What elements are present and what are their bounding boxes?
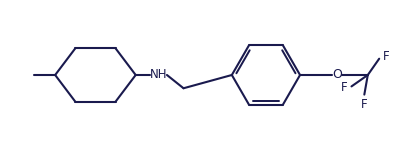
Text: F: F xyxy=(361,98,368,111)
Text: NH: NH xyxy=(149,69,167,81)
Text: O: O xyxy=(332,69,342,81)
Text: F: F xyxy=(341,81,348,94)
Text: F: F xyxy=(383,50,389,63)
